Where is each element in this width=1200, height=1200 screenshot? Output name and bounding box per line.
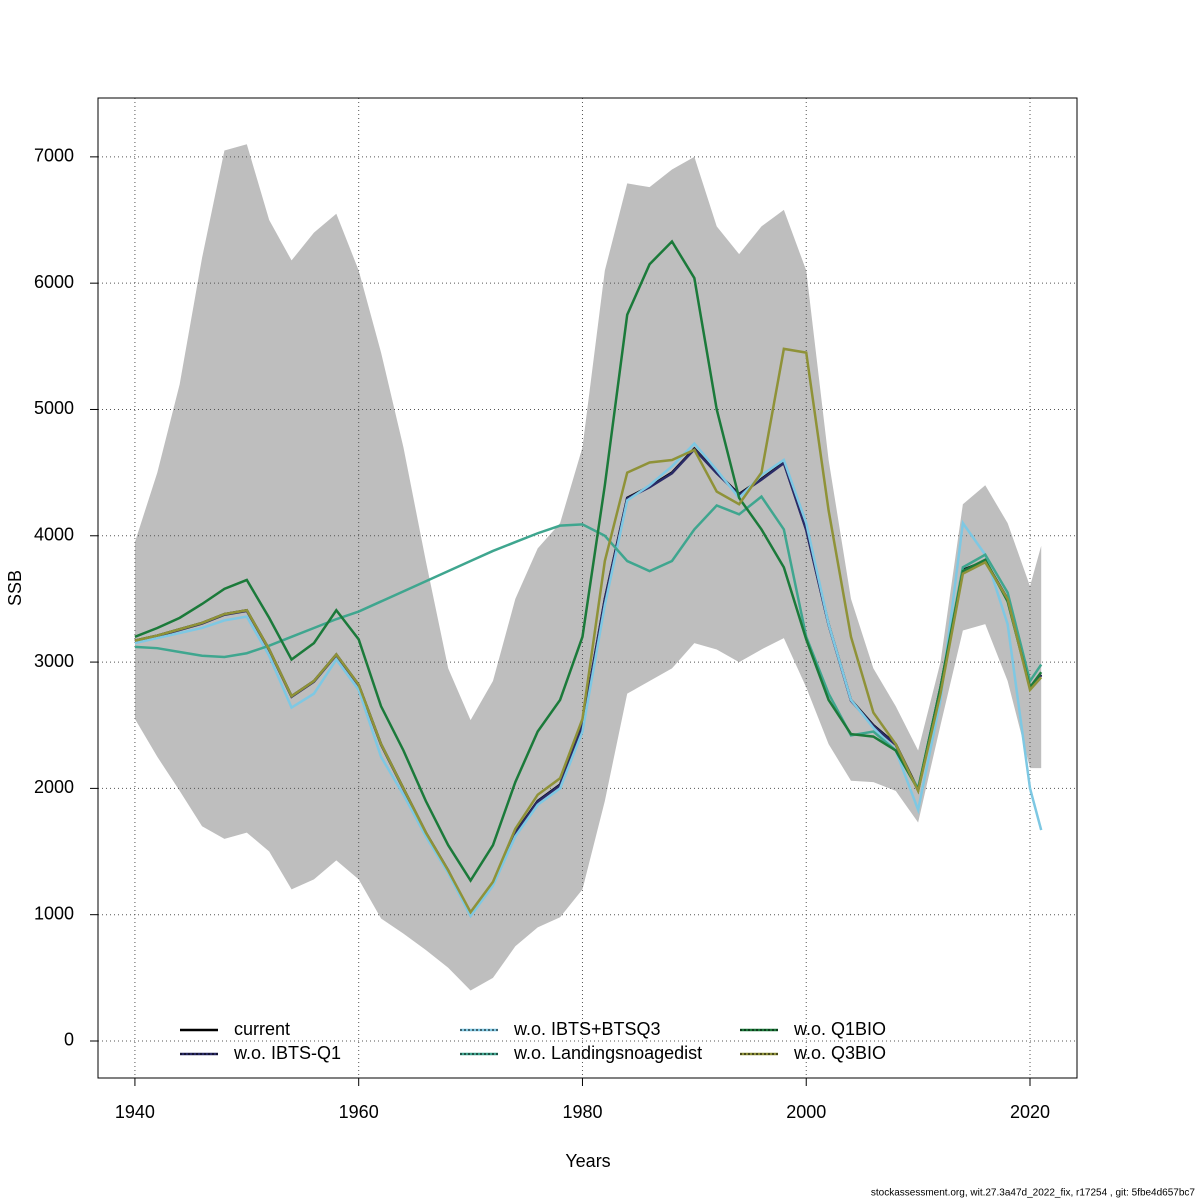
y-tick-label: 7000 — [34, 146, 74, 166]
x-axis-label: Years — [565, 1151, 610, 1171]
series-line — [134, 347, 1043, 915]
y-tick-label: 1000 — [34, 903, 74, 923]
legend-label: current — [234, 1019, 290, 1039]
y-tick-label: 4000 — [34, 525, 74, 545]
footer: stockassessment.org, wit.27.3a47d_2022_f… — [871, 1188, 1196, 1199]
confidence-band — [134, 144, 1042, 991]
legend-label: w.o. IBTS+BTSQ3 — [513, 1019, 661, 1039]
series-line — [134, 441, 1043, 919]
y-axis-label: SSB — [5, 570, 25, 606]
x-tick-label: 1940 — [115, 1102, 155, 1122]
x-tick-label: 2000 — [786, 1102, 826, 1122]
y-tick-label: 0 — [64, 1030, 74, 1050]
legend-label: w.o. IBTS-Q1 — [233, 1043, 341, 1063]
x-tick-label: 1960 — [339, 1102, 379, 1122]
y-tick-label: 3000 — [34, 651, 74, 671]
y-tick-label: 6000 — [34, 272, 74, 292]
legend-label: w.o. Q3BIO — [793, 1043, 886, 1063]
y-tick-label: 2000 — [34, 777, 74, 797]
legend-label: w.o. Q1BIO — [793, 1019, 886, 1039]
y-tick-label: 5000 — [34, 398, 74, 418]
plot-frame — [97, 97, 1078, 1079]
x-tick-label: 1980 — [562, 1102, 602, 1122]
legend-label: w.o. Landingsnoagedist — [513, 1043, 702, 1063]
series-line — [134, 239, 1043, 883]
x-tick-label: 2020 — [1010, 1102, 1050, 1122]
